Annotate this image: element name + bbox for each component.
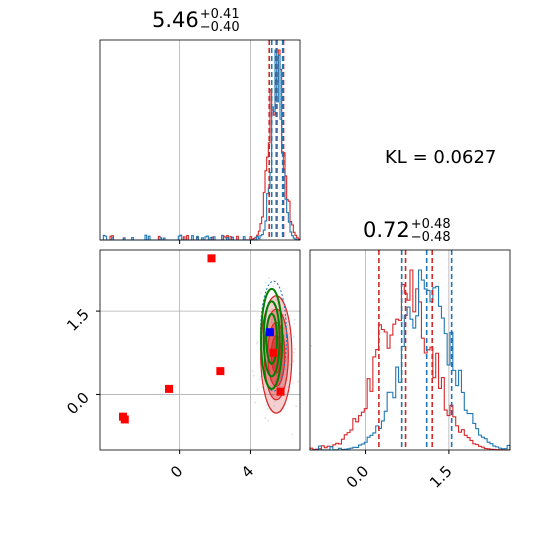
joint-sample-dot xyxy=(295,405,297,408)
joint-panel-frame xyxy=(99,249,301,451)
joint-green-contour-0 xyxy=(260,287,284,390)
joint-sample-dot xyxy=(267,419,270,422)
joint-sample-dot xyxy=(254,401,256,404)
joint-sample-dot xyxy=(264,392,267,395)
right-title-upper-error: +0.48 xyxy=(410,216,451,232)
joint-sample-dot xyxy=(292,335,295,338)
right-panel-title: 0.72 +0.48 −0.48 xyxy=(363,218,451,246)
joint-sample-dot xyxy=(269,357,271,360)
joint-sample-dot xyxy=(310,345,313,347)
joint-sample-dot xyxy=(284,316,287,319)
joint-sample-dot xyxy=(256,340,259,343)
joint-sample-dot xyxy=(268,277,270,280)
joint-right-mask xyxy=(300,250,310,450)
joint-green-contour-1 xyxy=(262,300,281,378)
joint-red-marker-5 xyxy=(276,387,285,396)
joint-sample-dot xyxy=(271,394,274,397)
joint-sample-dot xyxy=(293,351,295,354)
joint-sample-dot xyxy=(289,336,291,339)
joint-sample-dot xyxy=(266,407,269,410)
joint-sample-dot xyxy=(256,342,258,345)
joint-sample-dot xyxy=(282,307,284,310)
joint-sample-dot xyxy=(258,378,261,381)
joint-sample-dot xyxy=(289,363,292,366)
joint-ytick-label-1: 1.5 xyxy=(63,305,93,335)
joint-sample-dot xyxy=(269,346,272,349)
joint-sample-dot xyxy=(252,374,255,377)
kl-annotation: KL = 0.0627 xyxy=(385,147,497,168)
joint-red-marker-6 xyxy=(269,348,278,357)
joint-xtick-label-0: 0 xyxy=(167,462,186,481)
joint-sample-dot xyxy=(293,322,296,325)
top-panel-title: 5.46 +0.41 −0.40 xyxy=(152,8,240,36)
joint-sample-dot xyxy=(271,308,274,310)
joint-sample-dot xyxy=(294,348,297,351)
joint-sample-dot xyxy=(256,388,259,391)
joint-sample-dot xyxy=(278,385,281,388)
joint-sample-dot xyxy=(284,368,287,371)
joint-sample-dot xyxy=(275,374,278,376)
joint-sample-dot xyxy=(273,404,276,407)
joint-sample-dot xyxy=(291,433,294,436)
joint-green-contour-2 xyxy=(265,312,278,365)
top-title-value: 5.46 xyxy=(152,8,199,32)
joint-sample-dot xyxy=(274,298,277,301)
joint-sample-dot xyxy=(271,318,274,321)
joint-sample-dot xyxy=(264,417,267,420)
joint-sample-dot xyxy=(261,386,264,388)
joint-sample-dot xyxy=(270,384,273,387)
joint-sample-dot xyxy=(288,332,291,335)
joint-sample-dot xyxy=(251,370,254,372)
joint-sample-dot xyxy=(285,357,287,360)
joint-sample-dot xyxy=(272,285,275,288)
joint-sample-dot xyxy=(274,400,276,403)
joint-xtick-label-1: 4 xyxy=(238,462,257,481)
right-title-lower-error: −0.48 xyxy=(410,229,451,245)
right-title-value: 0.72 xyxy=(363,218,410,242)
joint-sample-dot xyxy=(281,385,284,388)
joint-red-marker-1 xyxy=(120,415,129,424)
joint-sample-dot xyxy=(273,380,275,383)
top-title-upper-error: +0.41 xyxy=(199,6,240,22)
joint-sample-dot xyxy=(270,321,273,324)
joint-sample-dot xyxy=(292,360,295,362)
right-xtick-label-0: 0.0 xyxy=(343,462,373,492)
joint-sample-dot xyxy=(269,364,271,367)
joint-sample-dot xyxy=(287,335,290,337)
joint-sample-dot xyxy=(280,374,283,377)
joint-sample-dot xyxy=(265,404,268,407)
kl-label: KL xyxy=(385,147,407,168)
joint-red-marker-3 xyxy=(207,254,216,263)
joint-blue-marker xyxy=(265,328,274,337)
joint-sample-dot xyxy=(259,292,262,294)
top-panel-frame xyxy=(99,39,301,241)
joint-sample-dot xyxy=(281,368,284,371)
kl-value: 0.0627 xyxy=(433,147,497,168)
joint-sample-dot xyxy=(297,380,299,383)
joint-sample-dot xyxy=(293,318,296,321)
joint-red-marker-4 xyxy=(216,367,225,376)
right-hist-red xyxy=(309,269,511,451)
joint-sample-dot xyxy=(286,324,289,327)
top-title-lower-error: −0.40 xyxy=(199,19,240,35)
right-hist-blue xyxy=(309,269,511,451)
right-xtick-label-1: 1.5 xyxy=(426,462,456,492)
joint-sample-dot xyxy=(264,281,267,284)
right-panel-frame xyxy=(309,249,511,451)
joint-sample-dot xyxy=(285,346,288,349)
joint-red-marker-2 xyxy=(165,384,174,393)
joint-sample-dot xyxy=(292,381,295,384)
joint-ytick-label-0: 0.0 xyxy=(63,389,93,419)
